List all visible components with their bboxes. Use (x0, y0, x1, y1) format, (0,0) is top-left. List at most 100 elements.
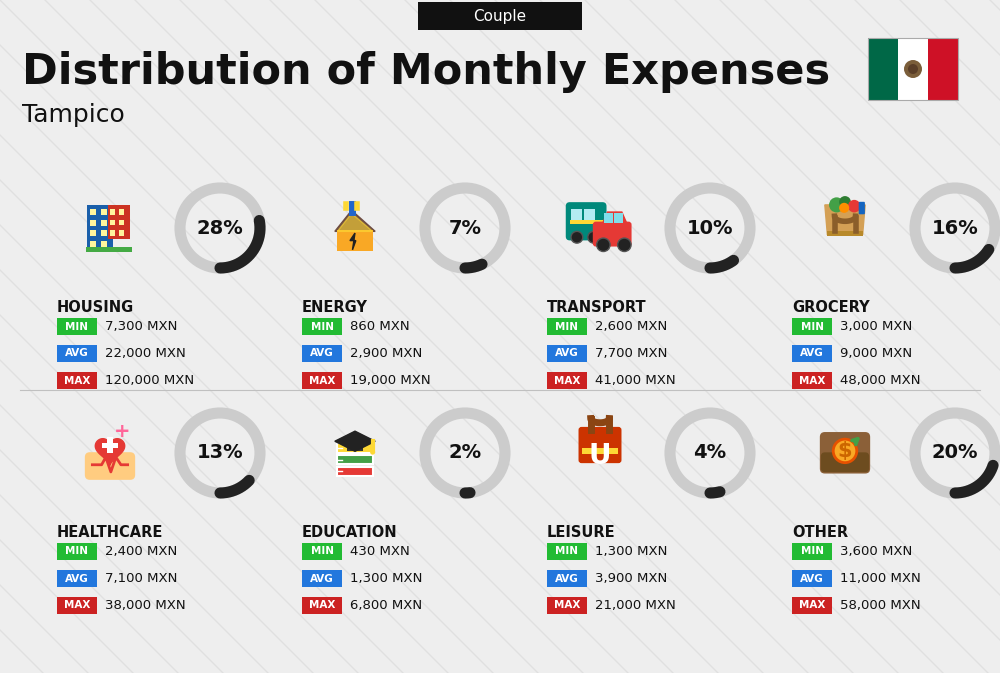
Circle shape (848, 200, 861, 213)
Text: AVG: AVG (555, 349, 579, 359)
Text: MAX: MAX (554, 600, 580, 610)
Text: MAX: MAX (309, 376, 335, 386)
FancyBboxPatch shape (90, 219, 96, 226)
Text: MIN: MIN (556, 322, 578, 332)
Circle shape (908, 64, 918, 74)
FancyBboxPatch shape (928, 38, 958, 100)
FancyBboxPatch shape (110, 230, 115, 236)
Text: EDUCATION: EDUCATION (302, 525, 398, 540)
Text: MAX: MAX (799, 600, 825, 610)
Text: 1,300 MXN: 1,300 MXN (350, 572, 422, 585)
FancyBboxPatch shape (119, 219, 124, 225)
Text: 2%: 2% (448, 444, 482, 462)
Text: MIN: MIN (556, 546, 578, 557)
FancyBboxPatch shape (57, 318, 97, 335)
Text: 7,300 MXN: 7,300 MXN (105, 320, 177, 333)
Text: AVG: AVG (310, 573, 334, 583)
Text: MAX: MAX (554, 376, 580, 386)
Text: MAX: MAX (64, 376, 90, 386)
Text: 2,900 MXN: 2,900 MXN (350, 347, 422, 360)
Text: 120,000 MXN: 120,000 MXN (105, 374, 194, 387)
Circle shape (904, 60, 922, 78)
Text: 6,800 MXN: 6,800 MXN (350, 599, 422, 612)
FancyBboxPatch shape (302, 597, 342, 614)
FancyBboxPatch shape (571, 209, 582, 224)
FancyBboxPatch shape (87, 205, 113, 249)
FancyBboxPatch shape (57, 597, 97, 614)
FancyBboxPatch shape (792, 372, 832, 389)
FancyBboxPatch shape (337, 444, 373, 452)
Text: MAX: MAX (64, 600, 90, 610)
FancyBboxPatch shape (57, 570, 97, 587)
FancyBboxPatch shape (579, 427, 621, 463)
Text: 4%: 4% (693, 444, 727, 462)
FancyBboxPatch shape (90, 209, 96, 215)
Circle shape (833, 439, 857, 462)
FancyBboxPatch shape (110, 219, 115, 225)
FancyBboxPatch shape (827, 232, 863, 236)
FancyBboxPatch shape (85, 452, 135, 480)
FancyBboxPatch shape (337, 230, 373, 251)
FancyBboxPatch shape (859, 202, 865, 214)
Text: LEISURE: LEISURE (547, 525, 616, 540)
Text: MIN: MIN (310, 322, 334, 332)
FancyBboxPatch shape (302, 543, 342, 560)
Text: 3,000 MXN: 3,000 MXN (840, 320, 912, 333)
FancyBboxPatch shape (547, 345, 587, 362)
FancyBboxPatch shape (119, 209, 124, 215)
Text: $: $ (838, 441, 852, 461)
FancyBboxPatch shape (547, 372, 587, 389)
Polygon shape (602, 212, 627, 225)
FancyBboxPatch shape (101, 209, 107, 215)
Text: 11,000 MXN: 11,000 MXN (840, 572, 921, 585)
Text: 20%: 20% (932, 444, 978, 462)
Text: MIN: MIN (66, 322, 88, 332)
FancyBboxPatch shape (584, 209, 595, 224)
Text: 7,100 MXN: 7,100 MXN (105, 572, 177, 585)
Text: 38,000 MXN: 38,000 MXN (105, 599, 186, 612)
FancyBboxPatch shape (792, 345, 832, 362)
FancyBboxPatch shape (547, 570, 587, 587)
FancyBboxPatch shape (337, 455, 373, 464)
Polygon shape (825, 205, 865, 234)
Circle shape (588, 232, 600, 243)
Polygon shape (337, 213, 373, 232)
Text: AVG: AVG (555, 573, 579, 583)
Text: ENERGY: ENERGY (302, 300, 368, 315)
FancyBboxPatch shape (868, 38, 898, 100)
Text: 48,000 MXN: 48,000 MXN (840, 374, 920, 387)
Text: OTHER: OTHER (792, 525, 848, 540)
Text: 28%: 28% (197, 219, 243, 238)
FancyBboxPatch shape (593, 221, 632, 246)
Text: HOUSING: HOUSING (57, 300, 134, 315)
FancyBboxPatch shape (302, 345, 342, 362)
Text: 41,000 MXN: 41,000 MXN (595, 374, 676, 387)
FancyBboxPatch shape (302, 570, 342, 587)
FancyBboxPatch shape (337, 467, 373, 476)
Text: MIN: MIN (800, 546, 824, 557)
FancyBboxPatch shape (302, 318, 342, 335)
Polygon shape (95, 439, 125, 465)
Circle shape (597, 238, 610, 252)
FancyBboxPatch shape (90, 241, 96, 247)
Text: 2,400 MXN: 2,400 MXN (105, 545, 177, 558)
FancyBboxPatch shape (119, 230, 124, 236)
Text: 3,900 MXN: 3,900 MXN (595, 572, 667, 585)
Text: 7,700 MXN: 7,700 MXN (595, 347, 667, 360)
Text: 2,600 MXN: 2,600 MXN (595, 320, 667, 333)
FancyBboxPatch shape (570, 219, 603, 224)
FancyBboxPatch shape (582, 448, 618, 454)
FancyBboxPatch shape (90, 230, 96, 236)
Circle shape (839, 203, 849, 213)
Text: 7%: 7% (448, 219, 482, 238)
Text: 430 MXN: 430 MXN (350, 545, 410, 558)
Text: 13%: 13% (197, 444, 243, 462)
FancyBboxPatch shape (614, 213, 623, 223)
FancyBboxPatch shape (792, 570, 832, 587)
FancyBboxPatch shape (101, 241, 107, 247)
FancyBboxPatch shape (566, 202, 607, 240)
Text: 10%: 10% (687, 219, 733, 238)
Text: 3,600 MXN: 3,600 MXN (840, 545, 912, 558)
Text: MAX: MAX (799, 376, 825, 386)
FancyBboxPatch shape (107, 437, 113, 453)
